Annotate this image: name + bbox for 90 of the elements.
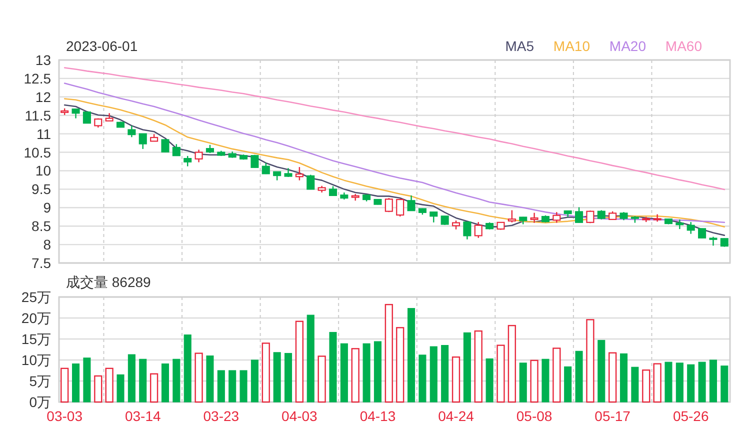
bar xyxy=(653,363,662,403)
y-tick-label: 9 xyxy=(43,200,52,216)
chart-title: 成交量 86289 xyxy=(66,274,152,290)
x-tick-label: 05-26 xyxy=(672,408,709,424)
bar xyxy=(306,314,314,402)
bar xyxy=(452,356,460,403)
x-tick-label: 03-14 xyxy=(124,408,161,424)
y-tick-label: 8.5 xyxy=(32,218,52,234)
bar xyxy=(396,327,404,403)
bar xyxy=(709,360,717,402)
bar xyxy=(150,373,158,403)
bar xyxy=(586,319,594,403)
y-tick-label: 12 xyxy=(35,88,52,105)
x-tick-label: 03-03 xyxy=(46,408,83,424)
bar xyxy=(620,353,628,402)
x-tick-label: 05-17 xyxy=(594,408,631,424)
bar xyxy=(217,370,225,402)
bar xyxy=(194,352,203,403)
y-tick-label: 12.5 xyxy=(24,70,52,86)
bar xyxy=(262,342,270,403)
bar xyxy=(486,358,494,402)
y-tick-label: 5万 xyxy=(29,373,51,389)
x-tick-label: 03-23 xyxy=(203,408,240,424)
bar xyxy=(441,345,449,402)
bar xyxy=(128,354,136,402)
bar xyxy=(329,332,337,402)
bar xyxy=(94,375,102,403)
bar xyxy=(116,374,124,402)
bar xyxy=(139,358,147,402)
x-tick-label: 05-08 xyxy=(516,408,552,424)
y-tick-label: 11.5 xyxy=(24,107,52,124)
bar xyxy=(552,348,561,403)
y-tick-label: 8 xyxy=(43,236,52,253)
bar xyxy=(474,330,482,403)
bar xyxy=(72,363,80,402)
bar xyxy=(161,363,170,402)
y-tick-label: 0万 xyxy=(29,394,51,410)
bar xyxy=(664,362,672,402)
bar xyxy=(608,352,617,403)
y-tick-label: 9.5 xyxy=(32,181,52,198)
bar xyxy=(228,370,236,402)
bar xyxy=(687,364,695,402)
bar xyxy=(184,334,192,402)
bar xyxy=(240,370,248,402)
bar xyxy=(564,366,572,402)
bar xyxy=(575,350,583,402)
y-tick-label: 7.5 xyxy=(32,255,52,271)
bar xyxy=(698,362,706,402)
y-tick-label: 10.5 xyxy=(24,144,52,160)
bar xyxy=(418,354,426,402)
y-tick-label: 11 xyxy=(36,126,52,142)
legend: MA5 MA10 MA20 MA60 xyxy=(505,38,702,54)
bar xyxy=(631,366,639,402)
bar xyxy=(720,366,728,402)
bar xyxy=(105,368,114,403)
bar xyxy=(676,362,684,402)
bar xyxy=(83,358,91,402)
bar xyxy=(530,360,538,403)
y-tick-label: 25万 xyxy=(21,289,51,305)
bar xyxy=(496,344,505,403)
bar xyxy=(430,346,438,402)
bar xyxy=(598,340,606,402)
bar xyxy=(642,369,650,403)
bar xyxy=(362,343,370,402)
bar xyxy=(273,352,281,402)
y-tick-label: 10 xyxy=(35,162,52,179)
x-tick-label: 04-03 xyxy=(282,408,318,424)
bar xyxy=(519,362,527,402)
bar xyxy=(295,320,304,403)
y-tick-label: 15万 xyxy=(21,331,51,347)
bar xyxy=(374,341,382,402)
y-tick-label: 13 xyxy=(35,52,52,68)
bar xyxy=(351,348,360,403)
y-tick-label: 20万 xyxy=(21,310,51,326)
y-tick-label: 10万 xyxy=(21,352,51,368)
bar xyxy=(250,360,258,402)
bar xyxy=(340,343,348,402)
bar xyxy=(463,332,471,402)
bar xyxy=(508,324,516,403)
bar xyxy=(60,368,69,403)
bar xyxy=(284,352,292,402)
bar xyxy=(172,358,180,402)
bar xyxy=(318,356,326,403)
bar xyxy=(384,304,393,403)
bar xyxy=(206,356,214,402)
bar xyxy=(542,358,550,402)
x-tick-label: 04-24 xyxy=(438,408,474,424)
bar xyxy=(408,308,416,402)
x-tick-label: 04-13 xyxy=(360,408,396,424)
chart-title: 2023-06-01 xyxy=(66,38,138,54)
